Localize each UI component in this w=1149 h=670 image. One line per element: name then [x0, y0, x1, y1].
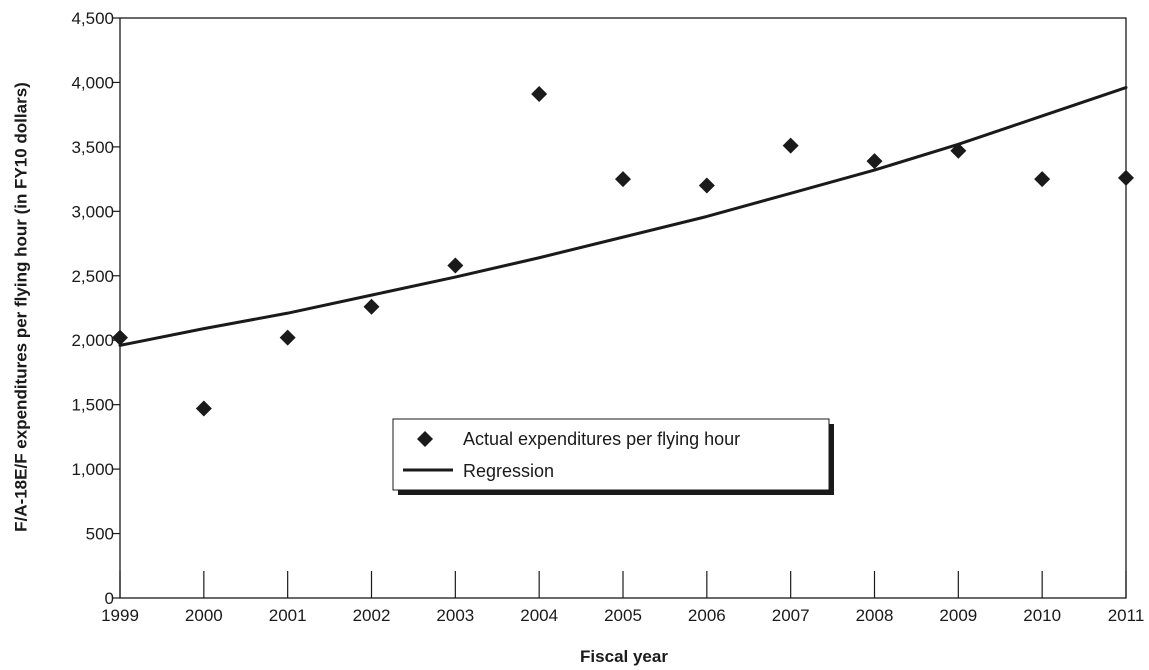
x-tick-label: 2008 [856, 606, 894, 625]
x-axis-title: Fiscal year [580, 647, 668, 666]
data-point [531, 86, 548, 103]
x-tick-label: 2011 [1108, 606, 1145, 625]
y-tick-label: 3,000 [71, 202, 114, 221]
legend-diamond-marker [417, 431, 433, 447]
legend-label-regression: Regression [463, 461, 554, 481]
data-point [195, 400, 212, 417]
y-tick-label: 3,500 [71, 138, 114, 157]
legend-label-actual: Actual expenditures per flying hour [463, 429, 740, 449]
data-point [279, 329, 296, 346]
data-point [698, 177, 715, 194]
data-point [782, 137, 799, 154]
data-point [363, 298, 380, 315]
x-tick-label: 2004 [520, 606, 558, 625]
data-point [615, 171, 631, 188]
y-tick-label: 500 [86, 525, 114, 544]
data-point [1034, 171, 1051, 188]
legend-box [392, 418, 830, 491]
y-axis-title-group: F/A-18E/F expenditures per flying hour (… [11, 82, 30, 532]
data-point [447, 257, 464, 274]
y-tick-label: 0 [105, 589, 114, 608]
y-tick-label: 2,500 [71, 267, 114, 286]
y-tick-label: 1,500 [71, 396, 114, 415]
x-tick-label: 2000 [185, 606, 223, 625]
y-tick-label: 1,000 [71, 460, 114, 479]
legend: Actual expenditures per flying hour Regre… [392, 418, 834, 495]
x-tick-label: 2010 [1023, 606, 1061, 625]
x-tick-label: 2007 [772, 606, 810, 625]
plot-frame [119, 17, 1127, 599]
x-tick-label: 2002 [353, 606, 391, 625]
x-tick-label: 2001 [269, 606, 307, 625]
data-point [866, 153, 883, 170]
x-tick-label: 2003 [436, 606, 474, 625]
data-point [1118, 169, 1134, 186]
x-tick-label: 1999 [101, 606, 139, 625]
y-tick-label: 4,500 [71, 9, 114, 28]
y-tick-label: 2,000 [71, 331, 114, 350]
plot-area: 0 500 1,000 1,500 2,000 2,500 3,000 3,500 4,000 4… [71, 9, 1144, 625]
data-point [950, 142, 967, 159]
y-tick-label: 4,000 [71, 73, 114, 92]
x-tick-label: 2005 [604, 606, 642, 625]
x-tick-label: 2006 [688, 606, 726, 625]
x-tick-label: 2009 [939, 606, 977, 625]
y-axis-title: F/A-18E/F expenditures per flying hour (… [11, 82, 30, 532]
data-point [112, 329, 128, 346]
regression-line [118, 86, 1128, 347]
